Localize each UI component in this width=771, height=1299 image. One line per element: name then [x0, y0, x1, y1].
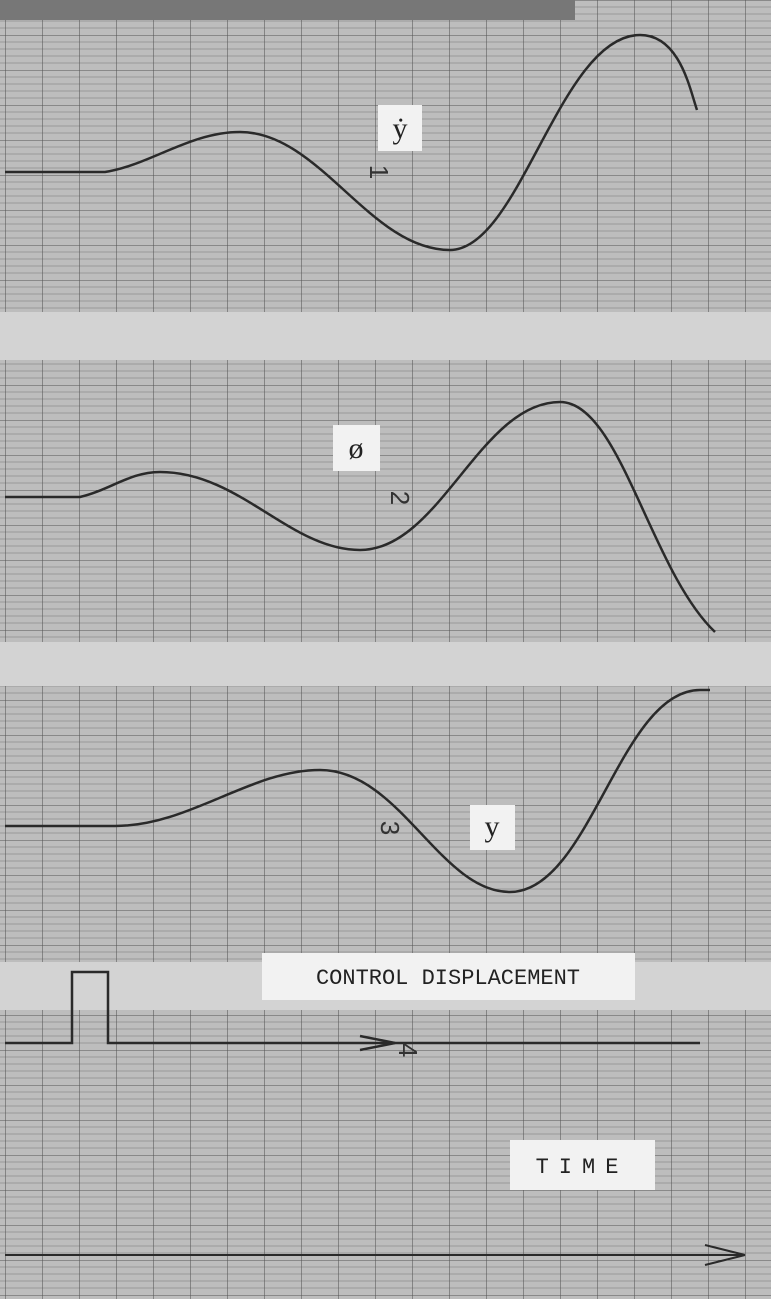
trace-number: 2 — [385, 491, 415, 505]
recording: ẏ 1 ø 2 y 3 CONTROL DISPLACEMENT 4 TIME — [0, 0, 771, 1299]
trace-label: ø — [349, 432, 364, 465]
page: ẏ 1 ø 2 y 3 CONTROL DISPLACEMENT 4 TIME … — [0, 0, 771, 1299]
trace-label: ẏ — [393, 112, 408, 145]
trace-number: 1 — [364, 165, 394, 179]
trace-label: CONTROL DISPLACEMENT — [316, 966, 580, 991]
panel-grid — [0, 0, 771, 312]
trace-label: y — [485, 810, 500, 843]
axis-label: TIME — [536, 1155, 629, 1180]
edge-strip — [0, 0, 575, 20]
trace-number: 4 — [393, 1043, 423, 1057]
trace-number: 3 — [375, 821, 405, 835]
